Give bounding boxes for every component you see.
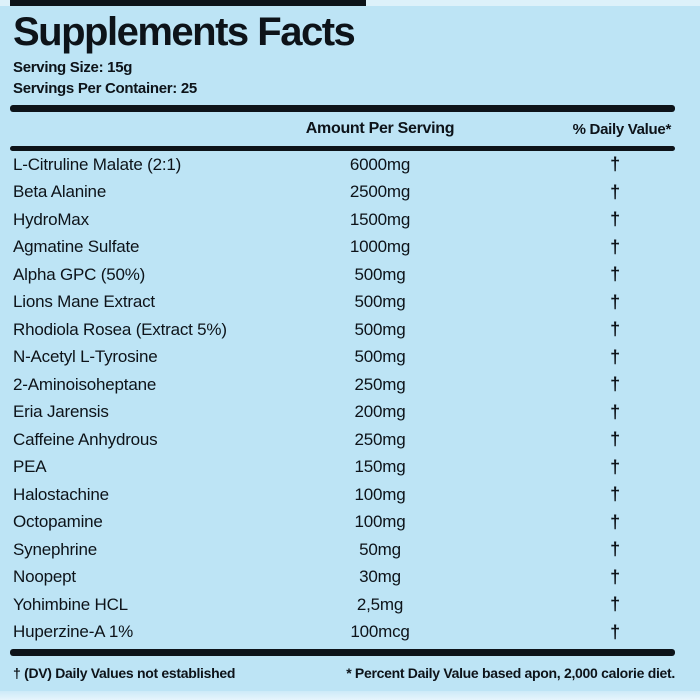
ingredient-row: L-Citruline Malate (2:1) 6000mg † [10,151,675,179]
ingredient-name: Eria Jarensis [13,402,109,422]
top-black-bar [10,0,366,6]
ingredient-name: PEA [13,457,47,477]
ingredient-amount: 150mg [354,457,406,477]
servings-per-container: Servings Per Container: 25 [13,80,197,97]
ingredient-amount: 250mg [354,429,406,449]
daily-value-dagger: † [610,291,620,312]
ingredient-row: Halostachine 100mg † [10,481,675,509]
daily-value-dagger: † [610,539,620,560]
ingredient-row: HydroMax 1500mg † [10,206,675,234]
ingredient-amount: 50mg [359,539,401,559]
ingredient-row: Agmatine Sulfate 1000mg † [10,234,675,262]
daily-value-dagger: † [610,181,620,202]
divider-under-header [10,146,675,151]
ingredient-name: L-Citruline Malate (2:1) [13,154,182,174]
ingredient-row: Rhodiola Rosea (Extract 5%) 500mg † [10,316,675,344]
col-daily-value-header: % Daily Value* [572,120,672,138]
daily-value-dagger: † [610,566,620,587]
ingredient-amount: 500mg [354,264,406,284]
daily-value-dagger: † [610,264,620,285]
ingredient-amount: 1500mg [349,209,411,229]
ingredient-name: Agmatine Sulfate [13,237,140,257]
ingredient-row: 2-Aminoisoheptane 250mg † [10,371,675,399]
footnote-daily-values: † (DV) Daily Values not established [13,665,236,681]
ingredient-rows: L-Citruline Malate (2:1) 6000mg † Beta A… [0,151,700,646]
ingredient-name: Beta Alanine [13,182,107,202]
ingredient-name: Huperzine-A 1% [13,622,134,642]
ingredient-name: 2-Aminoisoheptane [13,374,157,394]
ingredient-name: HydroMax [13,209,89,229]
ingredient-amount: 200mg [354,402,406,422]
daily-value-dagger: † [610,209,620,230]
ingredient-amount: 6000mg [349,154,411,174]
daily-value-dagger: † [610,511,620,532]
daily-value-dagger: † [610,456,620,477]
ingredient-amount: 100mg [354,484,406,504]
daily-value-dagger: † [610,401,620,422]
ingredient-name: Alpha GPC (50%) [13,264,146,284]
ingredient-name: Lions Mane Extract [13,292,155,312]
serving-size: Serving Size: 15g [13,59,133,76]
ingredient-name: Halostachine [13,484,109,504]
divider-bottom [10,649,675,656]
ingredient-name: Noopept [13,567,76,587]
ingredient-row: Noopept 30mg † [10,564,675,592]
daily-value-dagger: † [610,374,620,395]
ingredient-amount: 100mg [354,512,406,532]
daily-value-dagger: † [610,346,620,367]
ingredient-name: Synephrine [13,539,98,559]
ingredient-row: Octopamine 100mg † [10,509,675,537]
ingredient-amount: 500mg [354,292,406,312]
ingredient-row: Yohimbine HCL 2,5mg † [10,591,675,619]
ingredient-row: Caffeine Anhydrous 250mg † [10,426,675,454]
ingredient-name: Caffeine Anhydrous [13,429,158,449]
daily-value-dagger: † [610,236,620,257]
label-title: Supplements Facts [13,10,356,54]
col-amount-header: Amount Per Serving [305,120,455,137]
ingredient-amount: 100mcg [350,622,410,642]
daily-value-dagger: † [610,484,620,505]
serving-info: Serving Size: 15g Servings Per Container… [13,57,700,99]
daily-value-dagger: † [610,594,620,615]
ingredient-row: Huperzine-A 1% 100mcg † [10,619,675,647]
ingredient-name: Yohimbine HCL [13,594,128,614]
table-header-row: Amount Per Serving % Daily Value* [10,112,675,146]
daily-value-dagger: † [610,429,620,450]
footnote-percent-dv: * Percent Daily Value based apon, 2,000 … [346,665,675,681]
ingredient-row: Synephrine 50mg † [10,536,675,564]
bottom-edge-highlight [0,691,700,700]
ingredient-row: Eria Jarensis 200mg † [10,399,675,427]
daily-value-dagger: † [610,319,620,340]
label-header: Supplements Facts Serving Size: 15g Serv… [0,0,700,99]
ingredient-row: PEA 150mg † [10,454,675,482]
ingredient-amount: 1000mg [349,237,411,257]
ingredient-name: N-Acetyl L-Tyrosine [13,347,158,367]
ingredient-amount: 500mg [354,319,406,339]
ingredient-amount: 250mg [354,374,406,394]
divider-top [10,105,675,112]
ingredient-row: N-Acetyl L-Tyrosine 500mg † [10,344,675,372]
ingredient-amount: 30mg [359,567,401,587]
ingredient-amount: 2,5mg [356,594,404,614]
ingredient-amount: 2500mg [349,182,411,202]
ingredient-row: Lions Mane Extract 500mg † [10,289,675,317]
daily-value-dagger: † [610,621,620,642]
ingredient-row: Beta Alanine 2500mg † [10,179,675,207]
ingredient-name: Octopamine [13,512,103,532]
footnotes: † (DV) Daily Values not established * Pe… [13,665,675,681]
ingredient-amount: 500mg [354,347,406,367]
ingredient-row: Alpha GPC (50%) 500mg † [10,261,675,289]
ingredient-name: Rhodiola Rosea (Extract 5%) [13,319,227,339]
daily-value-dagger: † [610,154,620,175]
